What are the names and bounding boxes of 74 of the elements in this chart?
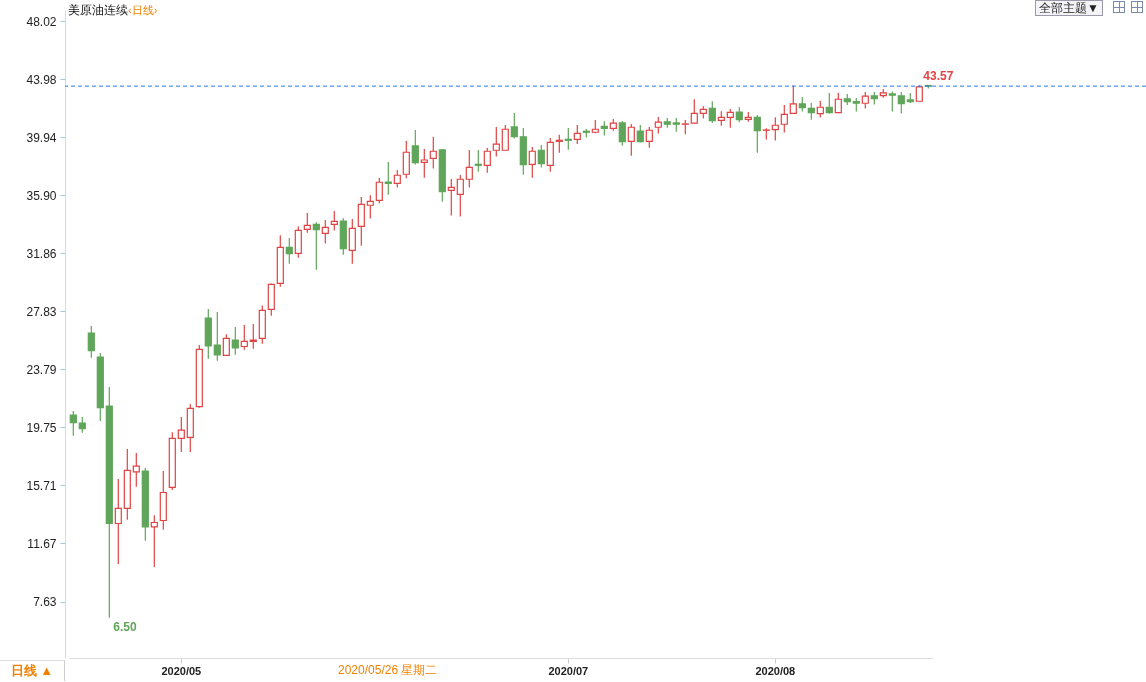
candlestick [825,92,833,115]
candlestick [888,91,896,113]
y-tick-label: 43.98 [26,72,57,87]
y-tick-label: 27.83 [26,304,57,319]
candlestick [474,149,482,173]
candlestick [114,478,122,565]
candlestick [465,149,473,189]
candlestick [366,194,374,220]
y-tick-label: 48.02 [26,14,57,29]
y-tick-label: 23.79 [26,362,57,377]
chart-title: 美原油连续 [68,3,128,17]
candlestick [222,333,230,357]
candlestick [618,120,626,147]
candlestick [726,108,734,129]
candlestick [321,219,329,245]
y-tick-label: 15.71 [26,478,57,493]
candlestick [447,178,455,217]
candlestick [501,124,509,151]
annotation: 6.50 [113,619,137,634]
candlestick [312,221,320,271]
candlestick [483,147,491,174]
candlestick [87,325,95,359]
x-tick-label: 2020/05 [161,664,202,677]
candlestick [528,146,536,179]
candlestick [402,140,410,179]
candlestick [375,177,383,204]
text: 全部主题▼ [1035,0,1103,16]
candlestick [69,410,77,437]
chart-subtitle: ‹日线› [128,4,158,16]
candlestick [330,210,338,232]
candlestick [564,127,572,151]
candlestick [780,104,788,134]
candlestick [240,324,248,351]
candlestick [213,311,221,362]
candlestick [132,452,140,488]
annotation: 43.57 [923,69,954,84]
candlestick [645,126,653,149]
candlestick [285,237,293,265]
y-tick-label: 31.86 [26,246,57,261]
y-tick-label: 7.63 [33,595,57,610]
y-tick-label: 39.94 [26,130,57,145]
candlestick [708,100,716,124]
candlestick [348,218,356,265]
candlestick [384,161,392,196]
y-tick-label: 19.75 [26,420,57,435]
candlestick [546,137,554,173]
text: 2020/05/26 星期二 [338,662,438,679]
y-tick-label: 35.90 [26,188,57,203]
candlestick [411,129,419,166]
candlestick [420,148,428,179]
text: 日线 ▲ [0,660,65,681]
candlestick [537,144,545,169]
candlestick [789,84,797,114]
candlestick [897,91,905,115]
candlestick [753,114,761,154]
x-tick-label: 2020/08 [755,664,796,677]
candlestick [249,323,257,350]
candlestick [627,123,635,157]
candlestick [510,112,518,140]
candlestick [834,92,842,114]
candlestick [177,416,185,453]
y-tick-label: 11.67 [27,536,57,551]
candlestick [294,225,302,259]
candlestick [573,124,581,145]
candlestick [771,116,779,142]
candlestick [456,174,464,218]
candlestick [357,196,365,247]
candlestick [429,136,437,170]
candlestick [690,98,698,124]
candlestick [231,326,239,356]
candlestick [303,212,311,234]
x-tick-label: 2020/07 [548,664,589,677]
candlestick [492,126,500,158]
candlestick [150,514,158,568]
